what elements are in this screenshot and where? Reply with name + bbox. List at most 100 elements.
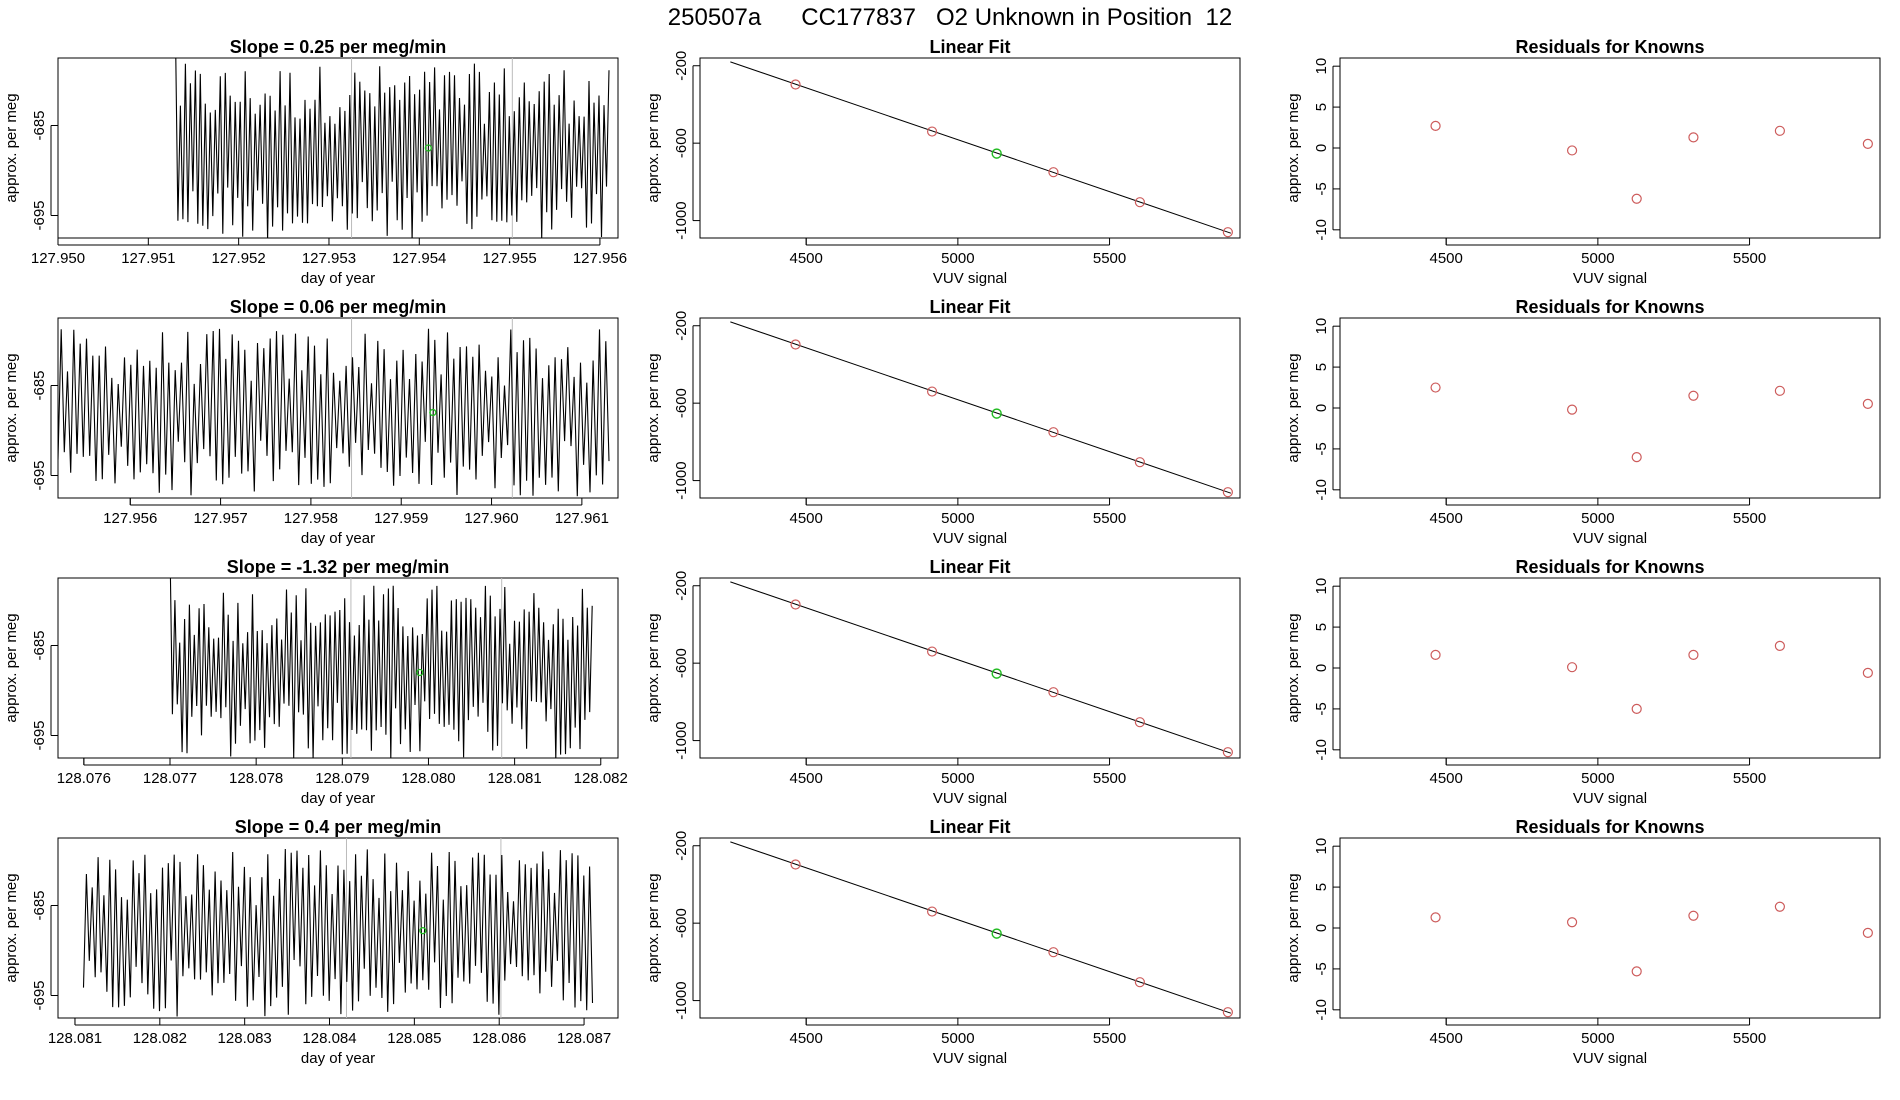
residuals-4-data — [1430, 901, 1873, 977]
residuals-3-xtick-label: 5500 — [1733, 770, 1766, 787]
residuals-2-xlabel: VUV signal — [1573, 530, 1647, 547]
timeseries-3-ytick-label: -695 — [31, 720, 48, 750]
timeseries-3-xtick-label: 128.077 — [143, 770, 197, 787]
timeseries-1-xtick-label: 127.950 — [31, 250, 85, 267]
linear-fit-3-known-point — [1222, 747, 1233, 758]
timeseries-1-trace-line — [175, 58, 610, 238]
residuals-3-ytick-label: 10 — [1313, 578, 1330, 595]
linear-fit-1-xlabel: VUV signal — [933, 270, 1007, 287]
linear-fit-3-frame — [699, 577, 1241, 759]
linear-fit-3-xlabel: VUV signal — [933, 790, 1007, 807]
timeseries-1-xtick-label: 127.953 — [302, 250, 356, 267]
residuals-4-residual-point — [1862, 927, 1873, 939]
residuals-1-ytick-label: 5 — [1313, 103, 1330, 111]
residuals-4-frame — [1339, 837, 1881, 1019]
timeseries-2-trace-line — [58, 328, 610, 497]
linear-fit-2-fit-line — [730, 321, 1232, 494]
linear-fit-3-known-point — [1048, 687, 1059, 698]
timeseries-2-ylabel: approx. per meg — [3, 353, 20, 462]
timeseries-1-frame — [57, 57, 619, 239]
linear-fit-2-data — [730, 321, 1233, 498]
residuals-2-xtick-label: 5000 — [1581, 510, 1614, 527]
residuals-2-ytick-label: 10 — [1313, 318, 1330, 335]
timeseries-4-data — [82, 838, 594, 1018]
residuals-2-data — [1430, 382, 1873, 463]
timeseries-1-xtick-label: 127.951 — [121, 250, 175, 267]
residuals-2-ylabel: approx. per meg — [1285, 353, 1302, 462]
timeseries-1-ytick-label: -685 — [31, 110, 48, 140]
timeseries-3-xtick-label: 128.078 — [229, 770, 283, 787]
residuals-4-title: Residuals for Knowns — [1515, 817, 1704, 837]
timeseries-2-xtick-label: 127.957 — [193, 510, 247, 527]
residuals-4-residual-point — [1430, 912, 1441, 923]
timeseries-2-title: Slope = 0.06 per meg/min — [230, 297, 447, 317]
linear-fit-4-xtick-label: 4500 — [789, 1030, 822, 1047]
timeseries-4-ytick-label: -695 — [31, 980, 48, 1010]
residuals-1-panel: Residuals for Knowns 4500 5000 5500 VUV sign… — [1285, 37, 1881, 287]
residuals-4-ylabel: approx. per meg — [1285, 873, 1302, 982]
linear-fit-4-xtick-label: 5000 — [941, 1030, 974, 1047]
linear-fit-3-ytick-label: -600 — [673, 648, 690, 678]
linear-fit-4-title: Linear Fit — [929, 817, 1010, 837]
residuals-4-ytick-label: 0 — [1313, 924, 1330, 932]
timeseries-4-xtick-label: 128.086 — [472, 1030, 526, 1047]
linear-fit-4-known-point — [790, 859, 801, 870]
residuals-4-residual-point — [1774, 901, 1785, 912]
residuals-4-residual-point — [1566, 917, 1578, 928]
linear-fit-3-known-point — [926, 646, 938, 657]
linear-fit-1-fit-line — [730, 61, 1232, 234]
timeseries-1-unknown-marker — [424, 144, 432, 152]
residuals-3-ytick-label: -5 — [1313, 702, 1330, 715]
timeseries-1-data — [175, 58, 610, 238]
timeseries-1-xtick-label: 127.952 — [212, 250, 266, 267]
residuals-4-xtick-label: 5000 — [1581, 1030, 1614, 1047]
linear-fit-2-known-point — [790, 339, 801, 350]
linear-fit-1-frame — [699, 57, 1241, 239]
residuals-4-xtick-label: 5500 — [1733, 1030, 1766, 1047]
residuals-3-xlabel: VUV signal — [1573, 790, 1647, 807]
residuals-1-ytick-label: 0 — [1313, 144, 1330, 152]
linear-fit-2-xtick-label: 5000 — [941, 510, 974, 527]
residuals-1-ytick-label: -5 — [1313, 182, 1330, 195]
timeseries-2-xtick-label: 127.960 — [464, 510, 518, 527]
residuals-1-ytick-label: -10 — [1313, 219, 1330, 241]
linear-fit-3-xtick-label: 4500 — [789, 770, 822, 787]
linear-fit-3-panel: Linear Fit 4500 5000 5500 VUV signal -200 -600… — [645, 557, 1241, 807]
residuals-4-residual-point — [1631, 966, 1642, 977]
timeseries-2-frame — [57, 317, 619, 499]
timeseries-1-xtick-label: 127.955 — [482, 250, 536, 267]
residuals-1-xlabel: VUV signal — [1573, 270, 1647, 287]
timeseries-3-xtick-label: 128.081 — [487, 770, 541, 787]
residuals-2-residual-point — [1566, 404, 1578, 415]
residuals-4-ytick-label: 10 — [1313, 838, 1330, 855]
timeseries-1-ylabel: approx. per meg — [3, 93, 20, 202]
residuals-2-title: Residuals for Knowns — [1515, 297, 1704, 317]
residuals-4-panel: Residuals for Knowns 4500 5000 5500 VUV sign… — [1285, 817, 1881, 1067]
residuals-3-ytick-label: 5 — [1313, 623, 1330, 631]
timeseries-2-xtick-label: 127.959 — [374, 510, 428, 527]
residuals-3-xtick-label: 4500 — [1429, 770, 1462, 787]
residuals-2-residual-point — [1774, 385, 1785, 396]
linear-fit-4-ytick-label: -600 — [673, 908, 690, 938]
residuals-1-residual-point — [1631, 193, 1642, 204]
linear-fit-4-unknown-point — [991, 928, 1002, 939]
run-description: O2 Unknown in Position 12 — [936, 4, 1233, 31]
timeseries-1-xtick-label: 127.956 — [573, 250, 627, 267]
linear-fit-1-known-point — [1134, 197, 1145, 208]
linear-fit-4-known-point — [1134, 977, 1145, 988]
residuals-3-frame — [1339, 577, 1881, 759]
linear-fit-2-known-point — [1222, 487, 1233, 498]
linear-fit-1-known-point — [790, 79, 801, 90]
linear-fit-4-data — [730, 841, 1233, 1018]
linear-fit-1-ytick-label: -1000 — [673, 201, 690, 239]
residuals-3-residual-point — [1688, 649, 1699, 661]
linear-fit-1-xtick-label: 5500 — [1093, 250, 1126, 267]
timeseries-3-ylabel: approx. per meg — [3, 613, 20, 722]
linear-fit-4-known-point — [926, 906, 938, 917]
linear-fit-3-title: Linear Fit — [929, 557, 1010, 577]
residuals-2-ytick-label: 0 — [1313, 404, 1330, 412]
timeseries-2-unknown-marker — [429, 408, 437, 417]
linear-fit-4-ytick-label: -1000 — [673, 981, 690, 1019]
timeseries-2-ytick-label: -695 — [31, 460, 48, 490]
